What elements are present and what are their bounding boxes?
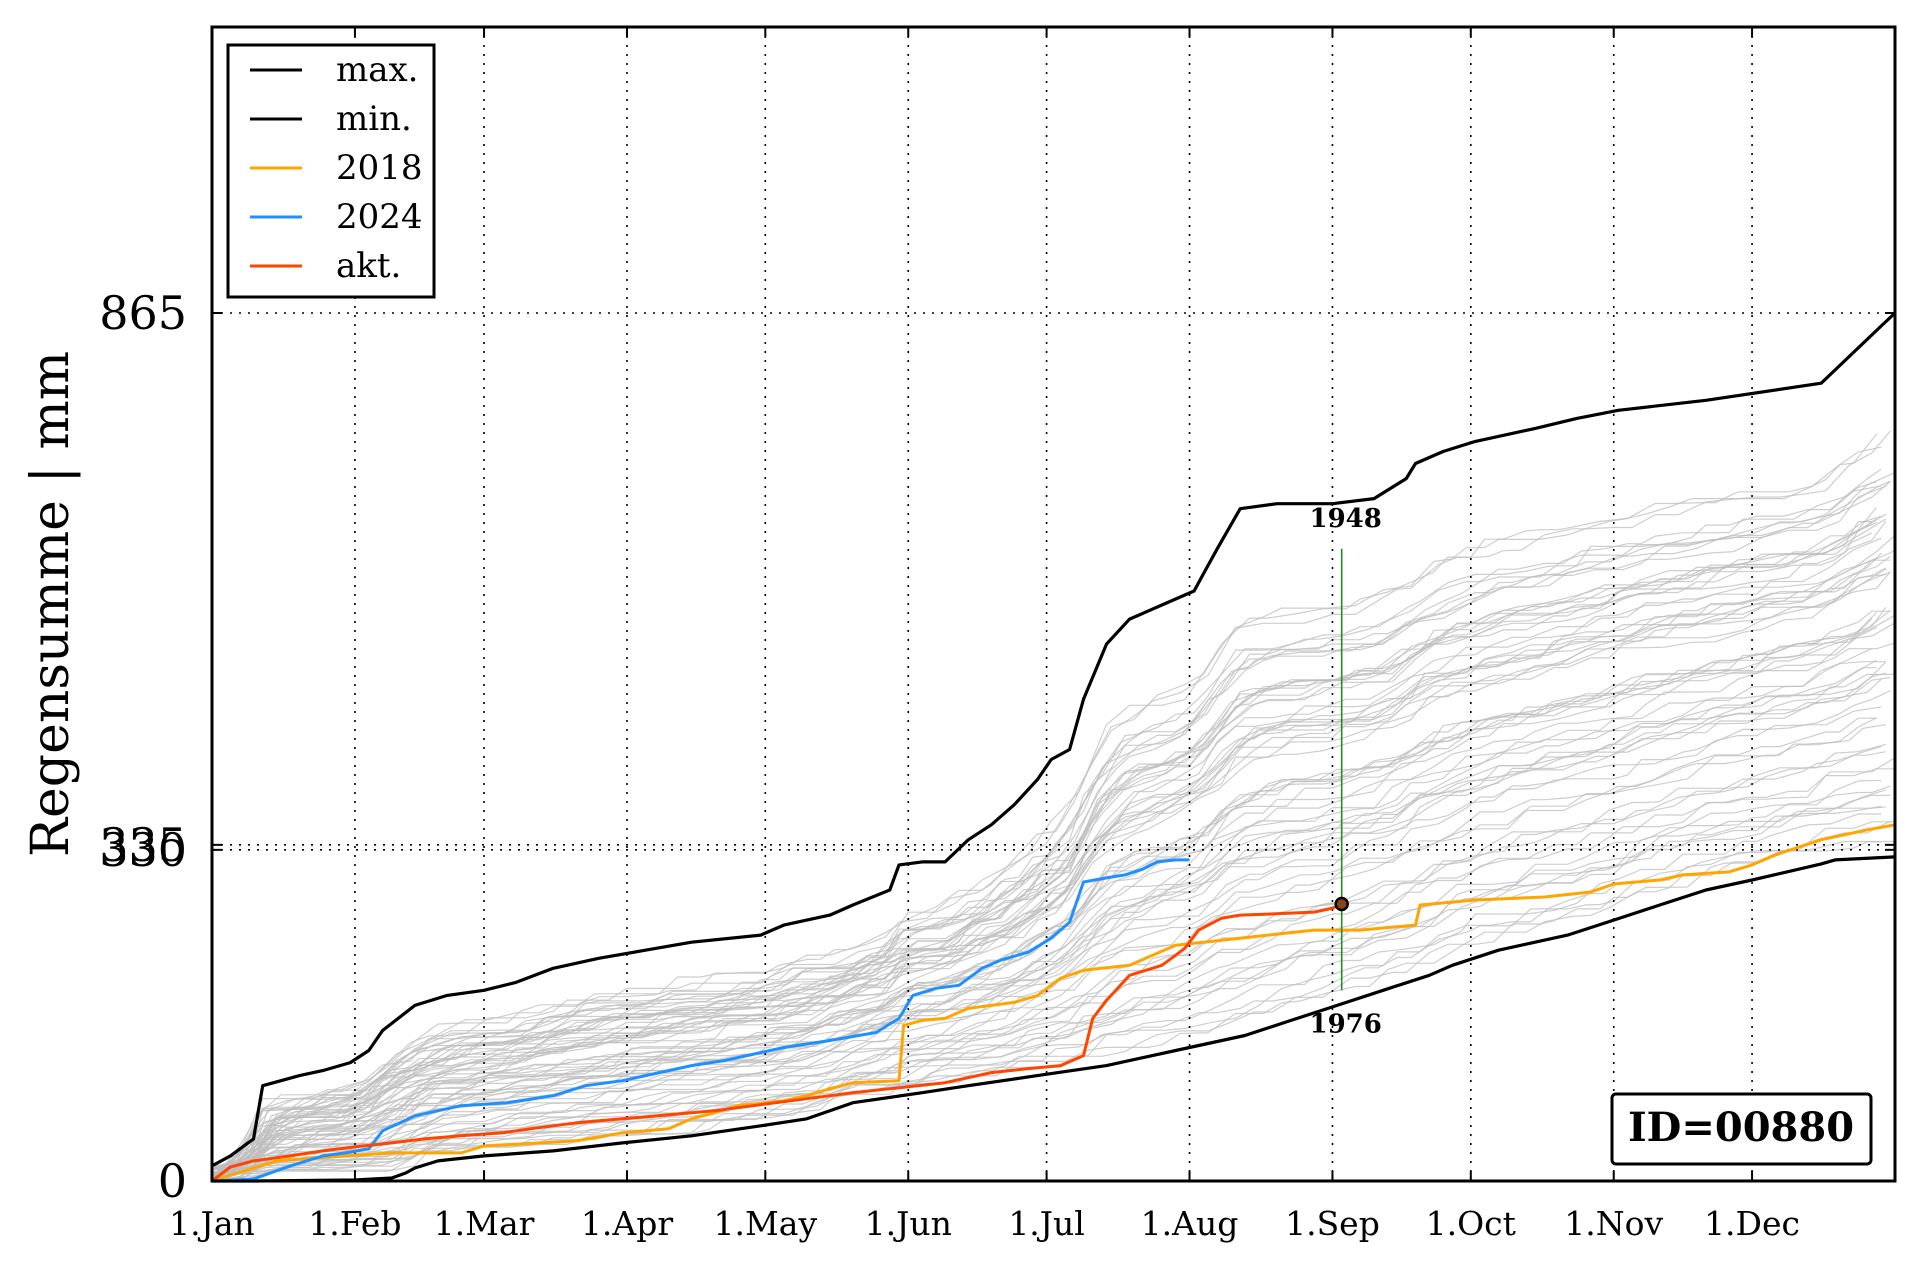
annotation-layer: 1948 1976 [1309, 504, 1381, 1040]
historical-years-layer [211, 430, 1896, 1182]
historical-year-line [212, 518, 1877, 1168]
x-tick-label: 1.Oct [1426, 1204, 1516, 1243]
historical-year-line [211, 745, 1882, 1171]
historical-year-line [212, 751, 1886, 1181]
historical-year-line [211, 676, 1891, 1182]
historical-year-line [211, 520, 1887, 1179]
legend: max. min. 2018 2024 akt. [226, 43, 436, 299]
series-line-2024 [211, 858, 1190, 1183]
legend-box [226, 43, 436, 299]
historical-year-line [211, 472, 1896, 1176]
historical-year-line [212, 433, 1878, 1167]
x-tick-label: 1.Mar [434, 1204, 535, 1243]
historical-year-line [211, 552, 1882, 1170]
historical-year-line [212, 717, 1877, 1171]
historical-year-line [211, 557, 1877, 1180]
y-tick-label: 335 [99, 818, 187, 872]
legend-label: max. [336, 50, 419, 90]
x-tick-label: 1.Aug [1141, 1204, 1239, 1243]
x-tick-label: 1.Dec [1704, 1204, 1800, 1243]
historical-year-line [212, 667, 1877, 1169]
y-tick-label: 330 [99, 823, 187, 877]
x-tick-label: 1.Apr [581, 1204, 673, 1243]
x-tick-label: 1.Sep [1285, 1204, 1380, 1243]
historical-year-line [212, 820, 1891, 1173]
historical-year-line [211, 724, 1886, 1182]
historical-year-line [211, 612, 1878, 1182]
historical-year-line [211, 480, 1891, 1172]
x-tick-label: 1.Nov [1564, 1204, 1663, 1243]
series-line-max [211, 311, 1897, 1168]
tick-layer: 1.Jan 1.Feb 1.Mar 1.Apr 1.May 1.Jun 1.Jul 1.Aug… [99, 27, 1895, 1243]
station-id-frame [1610, 1092, 1873, 1166]
x-tick-label: 1.Feb [308, 1204, 401, 1243]
x-tick-label: 1.Jun [865, 1204, 952, 1243]
historical-year-line [211, 555, 1891, 1177]
legend-label: min. [336, 99, 412, 139]
legend-label: 2024 [336, 197, 423, 237]
historical-year-line [211, 571, 1891, 1170]
extreme-year-label: 1948 [1309, 504, 1381, 534]
legend-label: 2018 [336, 148, 423, 188]
historical-year-line [212, 840, 1895, 1181]
historical-year-line [211, 534, 1896, 1180]
x-tick-label: 1.May [714, 1204, 818, 1243]
current-value-marker [1334, 896, 1349, 912]
y-tick-label: 865 [99, 286, 187, 340]
series-line-min [212, 855, 1896, 1183]
historical-year-line [211, 673, 1895, 1182]
historical-year-line [211, 757, 1896, 1182]
series-layer [211, 823, 1896, 1183]
historical-year-line [211, 659, 1877, 1181]
x-tick-label: 1.Jan [169, 1204, 255, 1243]
historical-year-line [211, 573, 1886, 1179]
historical-year-line [211, 647, 1873, 1178]
historical-year-line [212, 706, 1882, 1173]
legend-label: akt. [336, 246, 401, 286]
series-line-2018 [211, 823, 1896, 1183]
series-line-akt [211, 902, 1343, 1183]
historical-year-line [211, 485, 1882, 1167]
historical-year-line [212, 614, 1896, 1175]
historical-year-line [212, 622, 1896, 1178]
historical-year-line [211, 481, 1877, 1167]
y-axis-label: Regensumme | mm [21, 351, 81, 857]
historical-year-line [212, 618, 1873, 1170]
extreme-year-label: 1976 [1309, 1009, 1381, 1039]
historical-year-line [211, 430, 1891, 1167]
historical-year-line [212, 678, 1882, 1176]
historical-year-line [211, 521, 1872, 1179]
gridlines [212, 27, 1895, 1181]
station-id-box: ID=00880 [1610, 1092, 1873, 1166]
station-id-label: ID=00880 [1628, 1104, 1854, 1151]
plot-frame [210, 25, 1897, 1183]
y-tick-label: 0 [158, 1154, 187, 1208]
x-tick-label: 1.Jul [1008, 1204, 1085, 1243]
extreme-lines-layer [211, 311, 1897, 1183]
